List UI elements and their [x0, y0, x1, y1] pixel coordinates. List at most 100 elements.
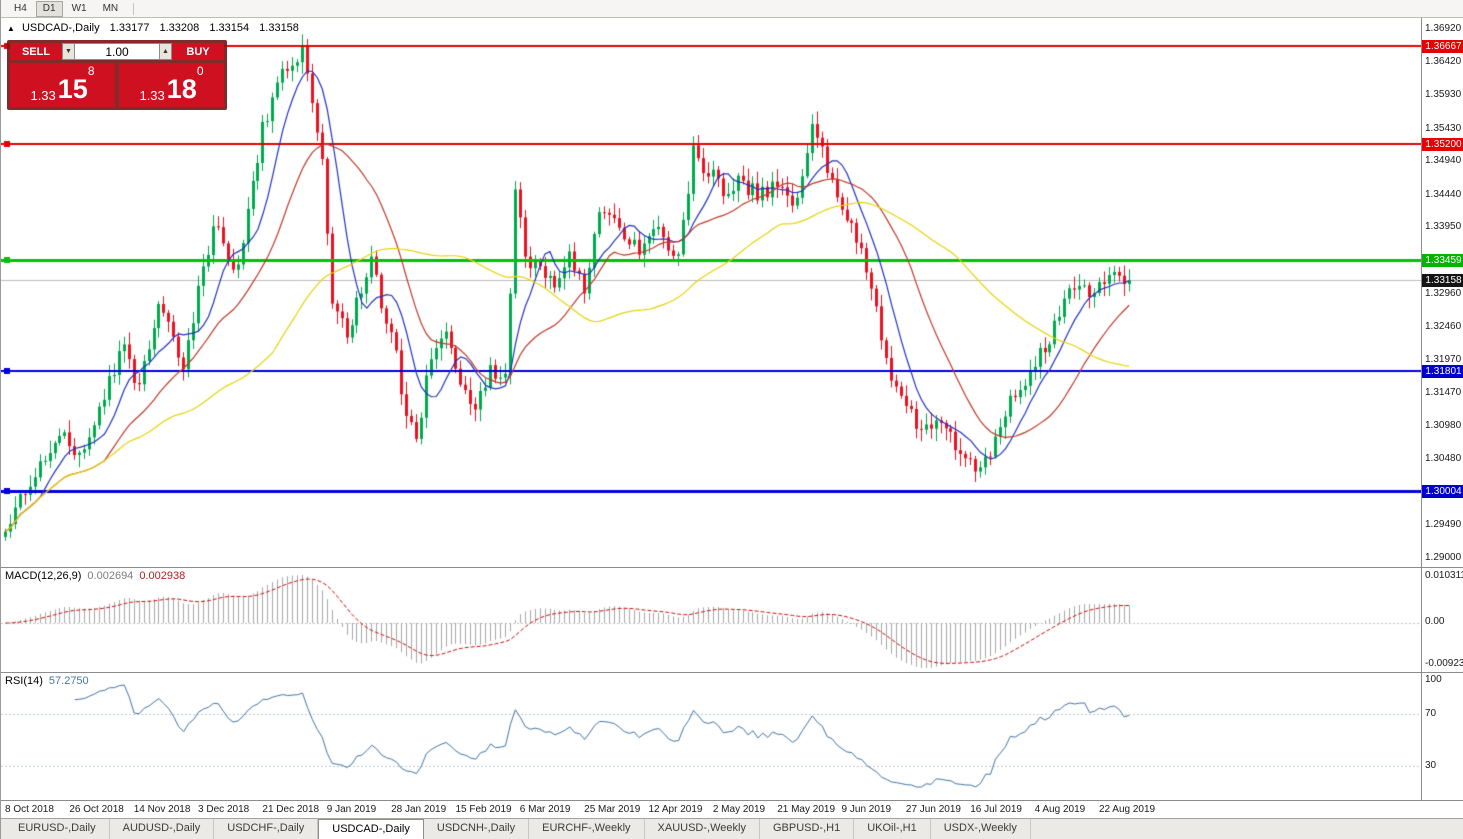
macd-scale-top: 0.010311: [1425, 570, 1463, 581]
date-axis-label: 6 Mar 2019: [519, 804, 571, 815]
price-axis-label: 1.36420: [1425, 56, 1462, 68]
macd-name: MACD(12,26,9): [5, 570, 82, 582]
price-axis-label: 1.34440: [1425, 188, 1462, 200]
sell-price-box[interactable]: 1.33 15 8: [10, 63, 115, 107]
price-axis-label: 1.35430: [1425, 122, 1462, 134]
date-axis-label: 26 Oct 2018: [69, 804, 124, 815]
rsi-scale-30: 30: [1425, 760, 1437, 771]
volume-increase-icon[interactable]: ▲: [159, 43, 172, 60]
sell-button[interactable]: SELL: [10, 43, 62, 60]
macd-canvas[interactable]: [1, 568, 1421, 672]
date-axis-label: 14 Nov 2018: [133, 804, 191, 815]
timeframe-toolbar: H4 D1 W1 MN: [1, 0, 1463, 18]
date-axis-label: 8 Oct 2018: [5, 804, 54, 815]
date-axis-label: 28 Jan 2019: [391, 804, 447, 815]
date-axis-label: 16 Jul 2019: [970, 804, 1022, 815]
price-axis[interactable]: 1.36920 1.36420 1.35930 1.35430 1.34940 1.344…: [1421, 18, 1463, 567]
price-axis-label: 1.31470: [1425, 387, 1462, 399]
date-axis-label: 21 Dec 2018: [262, 804, 320, 815]
buy-price-box[interactable]: 1.33 18 0: [119, 63, 224, 107]
buy-price-prefix: 1.33: [139, 88, 165, 103]
chart-title: ▲ USDCAD-,Daily 1.33177 1.33208 1.33154 …: [7, 22, 299, 34]
date-axis-label: 9 Jun 2019: [841, 804, 892, 815]
symbol-period-label: USDCAD-,Daily: [21, 22, 100, 34]
price-axis-label: 1.30980: [1425, 419, 1462, 431]
chart-tab-ukoil[interactable]: UKOil-,H1: [854, 819, 931, 839]
rsi-axis[interactable]: 100 70 30: [1421, 673, 1463, 800]
price-axis-label: 1.34940: [1425, 155, 1462, 167]
macd-scale-bottom: -0.0092303: [1425, 658, 1463, 669]
date-axis-label: 21 May 2019: [777, 804, 836, 815]
trade-panel-toggle-icon[interactable]: ▲: [7, 24, 15, 33]
chart-tab-audusd[interactable]: AUDUSD-,Daily: [110, 819, 215, 839]
price-axis-label: 1.33950: [1425, 221, 1462, 233]
toolbar-separator: [133, 2, 135, 15]
rsi-panel: RSI(14) 57.2750 100 70 30: [1, 672, 1463, 800]
ohlc-high: 1.33208: [159, 22, 200, 34]
date-axis-label: 15 Feb 2019: [455, 804, 512, 815]
date-axis-label: 9 Jan 2019: [326, 804, 377, 815]
rsi-scale-100: 100: [1425, 674, 1442, 685]
chart-tab-bar: EURUSD-,Daily AUDUSD-,Daily USDCHF-,Daily U…: [1, 818, 1463, 839]
sell-price-sup: 8: [87, 64, 95, 78]
chart-tab-usdx[interactable]: USDX-,Weekly: [931, 819, 1031, 839]
macd-axis[interactable]: 0.010311 0.00 -0.0092303: [1421, 568, 1463, 672]
chart-tab-usdchf[interactable]: USDCHF-,Daily: [214, 819, 319, 839]
price-level-badge: 1.36667: [1422, 40, 1463, 53]
price-axis-label: 1.29490: [1425, 519, 1462, 531]
date-axis-label: 27 Jun 2019: [905, 804, 961, 815]
price-axis-label: 1.30480: [1425, 453, 1462, 465]
one-click-trading-panel: SELL ▼ ▲ BUY 1.33 15 8 1.33 18 0: [7, 40, 227, 110]
price-axis-label: 1.31970: [1425, 353, 1462, 365]
volume-decrease-icon[interactable]: ▼: [62, 43, 75, 60]
price-level-badge: 1.31801: [1422, 364, 1463, 378]
ohlc-close: 1.33158: [259, 22, 299, 34]
price-level-badge: 1.33459: [1422, 254, 1463, 268]
price-chart-canvas[interactable]: [1, 18, 1421, 567]
macd-value-main: 0.002694: [87, 570, 134, 582]
price-axis-label: 1.36920: [1425, 23, 1462, 35]
date-axis-label: 12 Apr 2019: [648, 804, 703, 815]
buy-button[interactable]: BUY: [172, 43, 224, 60]
timeframe-button-mn[interactable]: MN: [102, 2, 119, 14]
date-axis-label: 25 Mar 2019: [584, 804, 641, 815]
sell-price-big: 15: [57, 74, 88, 104]
chart-tab-eurchf[interactable]: EURCHF-,Weekly: [529, 819, 645, 839]
price-level-badge: 1.33158: [1422, 274, 1463, 288]
buy-price-big: 18: [166, 74, 197, 104]
ohlc-low: 1.33154: [209, 22, 250, 34]
macd-scale-zero: 0.00: [1425, 616, 1445, 627]
macd-value-signal: 0.002938: [139, 570, 186, 582]
volume-input[interactable]: [75, 43, 159, 60]
rsi-label: RSI(14) 57.2750: [5, 675, 89, 687]
macd-panel: MACD(12,26,9) 0.002694 0.002938 0.010311 0…: [1, 567, 1463, 672]
date-axis-label: 2 May 2019: [712, 804, 766, 815]
ohlc-open: 1.33177: [109, 22, 150, 34]
date-axis[interactable]: 8 Oct 2018 26 Oct 2018 14 Nov 2018 3 Dec 20…: [1, 800, 1463, 818]
price-level-badge: 1.30004: [1422, 484, 1463, 498]
sell-price-prefix: 1.33: [30, 88, 56, 103]
chart-tab-xauusd[interactable]: XAUUSD-,Weekly: [645, 819, 760, 839]
date-axis-label: 3 Dec 2018: [198, 804, 250, 815]
rsi-name: RSI(14): [5, 675, 43, 687]
timeframe-button-h4[interactable]: H4: [14, 2, 27, 14]
chart-tab-eurusd[interactable]: EURUSD-,Daily: [5, 819, 110, 839]
price-axis-label: 1.29000: [1425, 552, 1462, 563]
price-axis-label: 1.32960: [1425, 287, 1462, 299]
buy-price-sup: 0: [196, 64, 204, 78]
chart-tab-usdcad[interactable]: USDCAD-,Daily: [318, 819, 424, 839]
rsi-value: 57.2750: [48, 675, 89, 687]
chart-tab-usdcnh[interactable]: USDCNH-,Daily: [424, 819, 530, 839]
rsi-canvas[interactable]: [1, 673, 1421, 800]
chart-tab-gbpusd[interactable]: GBPUSD-,H1: [760, 819, 855, 839]
date-axis-label: 22 Aug 2019: [1098, 804, 1156, 815]
price-level-badge: 1.35200: [1422, 137, 1463, 151]
price-axis-label: 1.35930: [1425, 89, 1462, 101]
price-chart-panel: ▲ USDCAD-,Daily 1.33177 1.33208 1.33154 …: [1, 18, 1463, 567]
timeframe-button-w1[interactable]: W1: [71, 2, 87, 14]
timeframe-button-d1[interactable]: D1: [35, 0, 63, 17]
rsi-scale-70: 70: [1425, 708, 1437, 719]
macd-label: MACD(12,26,9) 0.002694 0.002938: [5, 570, 185, 582]
price-axis-label: 1.32460: [1425, 320, 1462, 332]
